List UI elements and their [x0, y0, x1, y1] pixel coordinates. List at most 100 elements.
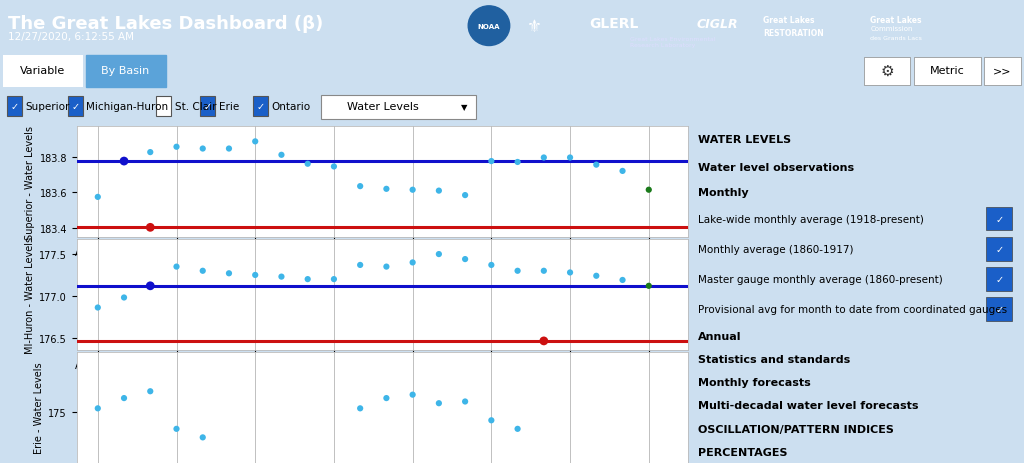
Bar	[86, 56, 166, 88]
Text: ✓: ✓	[995, 214, 1004, 224]
Point	[457, 398, 473, 405]
Point	[299, 276, 315, 283]
Text: Water level observations: Water level observations	[698, 162, 854, 172]
Bar	[984, 58, 1021, 86]
Y-axis label: Superior - Water Levels: Superior - Water Levels	[26, 125, 36, 239]
Point	[116, 294, 132, 301]
Point	[273, 152, 290, 159]
Y-axis label: MI-Huron - Water Levels: MI-Huron - Water Levels	[25, 237, 35, 353]
Text: GLERL: GLERL	[589, 17, 638, 31]
Text: des Grands Lacs: des Grands Lacs	[870, 36, 923, 41]
Text: ✓: ✓	[995, 305, 1004, 314]
Point	[457, 256, 473, 263]
Point	[614, 277, 631, 284]
Point	[142, 282, 159, 290]
Text: Great Lakes Environmental
Research Laboratory: Great Lakes Environmental Research Labor…	[630, 38, 715, 48]
Point	[483, 158, 500, 165]
Text: OSCILLATION/PATTERN INDICES: OSCILLATION/PATTERN INDICES	[698, 424, 894, 434]
Text: Great Lakes: Great Lakes	[870, 16, 922, 25]
Point	[89, 304, 105, 312]
Point	[142, 224, 159, 232]
Point	[142, 149, 159, 156]
Text: Monthly average (1860-1917): Monthly average (1860-1917)	[698, 244, 854, 254]
Text: RESTORATION: RESTORATION	[763, 29, 823, 38]
Bar	[200, 97, 215, 116]
Point	[378, 394, 394, 402]
Text: PERCENTAGES: PERCENTAGES	[698, 447, 787, 457]
Point	[562, 155, 579, 162]
Point	[641, 187, 657, 194]
Point	[536, 155, 552, 162]
Text: Erie: Erie	[219, 102, 239, 112]
Text: ✓: ✓	[256, 102, 264, 112]
Point	[614, 168, 631, 175]
Point	[195, 268, 211, 275]
Text: 12/27/2020, 6:12:55 AM: 12/27/2020, 6:12:55 AM	[8, 31, 134, 42]
Point	[431, 188, 447, 195]
Text: ✓: ✓	[204, 102, 212, 112]
Point	[588, 273, 604, 280]
Point	[509, 159, 525, 166]
Point	[168, 425, 184, 432]
Point	[299, 161, 315, 168]
Text: Ontario: Ontario	[271, 102, 310, 112]
Point	[326, 276, 342, 283]
Text: St. Clair: St. Clair	[175, 102, 216, 112]
Point	[168, 263, 184, 271]
Text: Great Lakes: Great Lakes	[763, 16, 814, 25]
Point	[195, 145, 211, 153]
Text: ▼: ▼	[461, 102, 467, 112]
Point	[221, 145, 238, 153]
Point	[247, 272, 263, 279]
Point	[404, 259, 421, 267]
Text: Statistics and standards: Statistics and standards	[698, 354, 851, 364]
Bar	[253, 97, 268, 116]
Text: >>: >>	[993, 66, 1012, 76]
Point	[221, 270, 238, 277]
Bar	[986, 238, 1013, 261]
Point	[168, 144, 184, 151]
Text: ✓: ✓	[10, 102, 18, 112]
Point	[116, 158, 132, 165]
Point	[404, 391, 421, 399]
Point	[431, 400, 447, 407]
Bar	[913, 58, 981, 86]
Point	[352, 183, 369, 190]
Text: Michigan-Huron: Michigan-Huron	[86, 102, 168, 112]
Bar	[3, 56, 83, 88]
Text: Master gauge monthly average (1860-present): Master gauge monthly average (1860-prese…	[698, 275, 943, 284]
Point	[404, 187, 421, 194]
Text: ✓: ✓	[995, 275, 1004, 284]
Point	[588, 162, 604, 169]
Point	[116, 394, 132, 402]
Point	[142, 282, 159, 290]
Text: ✓: ✓	[995, 244, 1004, 254]
Text: WATER LEVELS: WATER LEVELS	[698, 134, 792, 144]
Point	[116, 158, 132, 165]
Text: Provisional avg for month to date from coordinated gauges: Provisional avg for month to date from c…	[698, 305, 1008, 314]
Point	[509, 425, 525, 432]
Bar	[986, 268, 1013, 291]
Text: Annual: Annual	[698, 331, 742, 341]
Point	[378, 263, 394, 271]
Text: Water Levels: Water Levels	[347, 102, 419, 112]
Point	[326, 163, 342, 171]
Bar	[156, 97, 171, 116]
Text: ⚙: ⚙	[881, 63, 894, 79]
Point	[352, 262, 369, 269]
Text: Superior: Superior	[26, 102, 70, 112]
Bar	[986, 207, 1013, 231]
Text: Monthly forecasts: Monthly forecasts	[698, 377, 811, 388]
Point	[509, 268, 525, 275]
Point	[273, 273, 290, 281]
Point	[483, 417, 500, 424]
Bar	[864, 58, 910, 86]
Point	[562, 269, 579, 276]
Point	[536, 268, 552, 275]
Text: Commission: Commission	[870, 26, 913, 32]
Circle shape	[468, 7, 510, 46]
Text: CIGLR: CIGLR	[696, 18, 738, 31]
Point	[89, 194, 105, 201]
Point	[89, 405, 105, 412]
Point	[457, 192, 473, 200]
